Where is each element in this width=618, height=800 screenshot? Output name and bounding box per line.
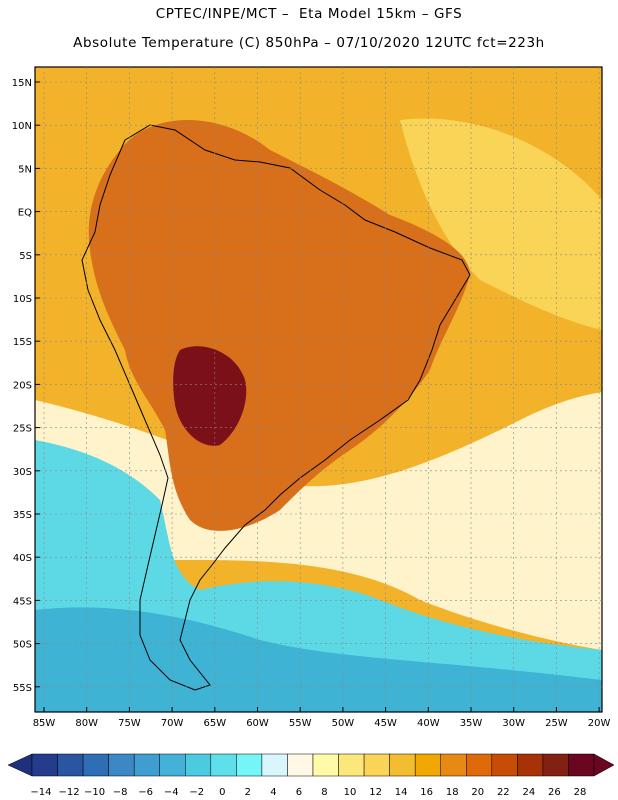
continent-warm-region xyxy=(88,120,470,531)
map-title-line2: Absolute Temperature (C) 850hPa – 07/10/… xyxy=(73,35,545,51)
colorbar-tick-label: 28 xyxy=(574,787,587,798)
colorbar-swatch xyxy=(389,753,416,777)
longitude-label: 50W xyxy=(332,718,355,729)
colorbar-tick-label: 22 xyxy=(497,787,510,798)
latitude-label: 30S xyxy=(13,467,32,478)
colorbar-tick-label: 6 xyxy=(296,787,302,798)
colorbar-swatch xyxy=(82,753,109,777)
temperature-colorbar: −14 −12 −10 −8 −6 −4 −2 0 2 4 6 8 10 12 14 16 18 20 22 24 26… xyxy=(7,753,615,798)
latitude-label: 40S xyxy=(13,553,32,564)
longitude-label: 80W xyxy=(75,718,98,729)
colorbar-swatch xyxy=(338,753,365,777)
colorbar-underflow-arrow xyxy=(7,753,33,777)
map-frame xyxy=(34,66,603,713)
latitude-label: 25S xyxy=(13,424,32,435)
longitude-axis: 85W 80W 75W 70W 65W 60W 55W 50W 45W 40W 35W 30W 25W 2… xyxy=(33,707,611,729)
colorbar-swatch xyxy=(414,753,441,777)
colorbar-tick-label: −6 xyxy=(138,787,153,798)
latitude-axis: 15N 10N 5N EQ 5S 10S 15S 20S 25S 30S 35S 40S 45S 50S 5… xyxy=(12,78,40,694)
latitude-label: 5N xyxy=(18,164,32,175)
south-america-coastline xyxy=(81,124,471,691)
colorbar-swatch xyxy=(185,753,212,777)
latitude-label: 55S xyxy=(13,683,32,694)
longitude-label: 55W xyxy=(289,718,312,729)
colorbar-tick-label: 18 xyxy=(446,787,459,798)
latitude-label: 20S xyxy=(13,380,32,391)
colorbar-swatch xyxy=(440,753,467,777)
colorbar-tick-label: −2 xyxy=(189,787,204,798)
colorbar-swatch xyxy=(491,753,518,777)
colorbar-swatch xyxy=(236,753,263,777)
colorbar-tick-label: 12 xyxy=(369,787,382,798)
latitude-label: 15S xyxy=(13,337,32,348)
longitude-label: 65W xyxy=(203,718,226,729)
colorbar-swatch xyxy=(312,753,339,777)
colorbar-tick-label: 8 xyxy=(321,787,327,798)
longitude-label: 45W xyxy=(374,718,397,729)
latitude-label: 35S xyxy=(13,510,32,521)
colorbar-swatch xyxy=(210,753,237,777)
latitude-label: 10S xyxy=(13,294,32,305)
longitude-label: 30W xyxy=(502,718,525,729)
longitude-label: 70W xyxy=(161,718,184,729)
colorbar-swatch xyxy=(363,753,390,777)
colorbar-swatch xyxy=(133,753,160,777)
longitude-label: 40W xyxy=(417,718,440,729)
colorbar-tick-label: 26 xyxy=(548,787,561,798)
colorbar-swatch xyxy=(108,753,135,777)
colorbar-swatch xyxy=(466,753,493,777)
longitude-label: 85W xyxy=(33,718,56,729)
colorbar-swatch xyxy=(542,753,569,777)
latitude-label: EQ xyxy=(18,208,32,219)
colorbar-tick-label: 0 xyxy=(219,787,225,798)
colorbar-swatch xyxy=(159,753,186,777)
colorbar-tick-label: 14 xyxy=(395,787,408,798)
map-title-line1: CPTEC/INPE/MCT – Eta Model 15km – GFS xyxy=(155,6,463,22)
colorbar-swatch xyxy=(287,753,314,777)
latitude-label: 15N xyxy=(12,78,32,89)
colorbar-swatch xyxy=(261,753,288,777)
colorbar-tick-label: 20 xyxy=(471,787,484,798)
colorbar-tick-label: −4 xyxy=(164,787,179,798)
colorbar-tick-label: −8 xyxy=(113,787,128,798)
longitude-label: 25W xyxy=(545,718,568,729)
latitude-label: 5S xyxy=(19,251,32,262)
longitude-label: 20W xyxy=(588,718,611,729)
longitude-label: 35W xyxy=(460,718,483,729)
colorbar-tick-label: −14 xyxy=(30,787,51,798)
latitude-label: 45S xyxy=(13,596,32,607)
latitude-label: 10N xyxy=(12,121,32,132)
atlantic-yellow-region xyxy=(400,118,602,330)
hot-core-region xyxy=(173,346,247,446)
colorbar-tick-label: 16 xyxy=(420,787,433,798)
colorbar-tick-label: −10 xyxy=(84,787,105,798)
longitude-label: 60W xyxy=(246,718,269,729)
colorbar-swatch xyxy=(517,753,544,777)
colorbar-tick-label: 24 xyxy=(522,787,535,798)
colorbar-tick-label: −12 xyxy=(58,787,79,798)
temperature-field xyxy=(35,67,602,712)
southern-deep-cold-region xyxy=(35,607,602,712)
colorbar-tick-label: 2 xyxy=(245,787,251,798)
latitude-label: 50S xyxy=(13,640,32,651)
colorbar-tick-label: 4 xyxy=(270,787,276,798)
colorbar-swatch xyxy=(57,753,84,777)
longitude-label: 75W xyxy=(118,718,141,729)
colorbar-tick-label: 10 xyxy=(344,787,357,798)
colorbar-overflow-arrow xyxy=(593,753,615,777)
colorbar-swatch xyxy=(568,753,595,777)
colorbar-swatch xyxy=(31,753,58,777)
